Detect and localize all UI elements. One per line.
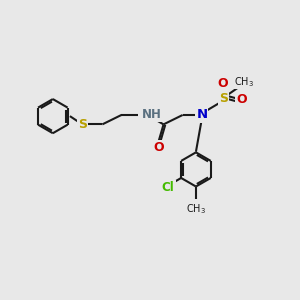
Text: CH$_3$: CH$_3$ xyxy=(234,75,254,89)
Text: NH: NH xyxy=(142,109,161,122)
Text: O: O xyxy=(218,77,228,90)
Text: S: S xyxy=(78,118,87,131)
Text: O: O xyxy=(236,93,247,106)
Text: S: S xyxy=(219,92,228,105)
Text: CH$_3$: CH$_3$ xyxy=(186,202,206,216)
Text: Cl: Cl xyxy=(162,181,175,194)
Text: N: N xyxy=(196,109,207,122)
Text: O: O xyxy=(153,141,164,154)
